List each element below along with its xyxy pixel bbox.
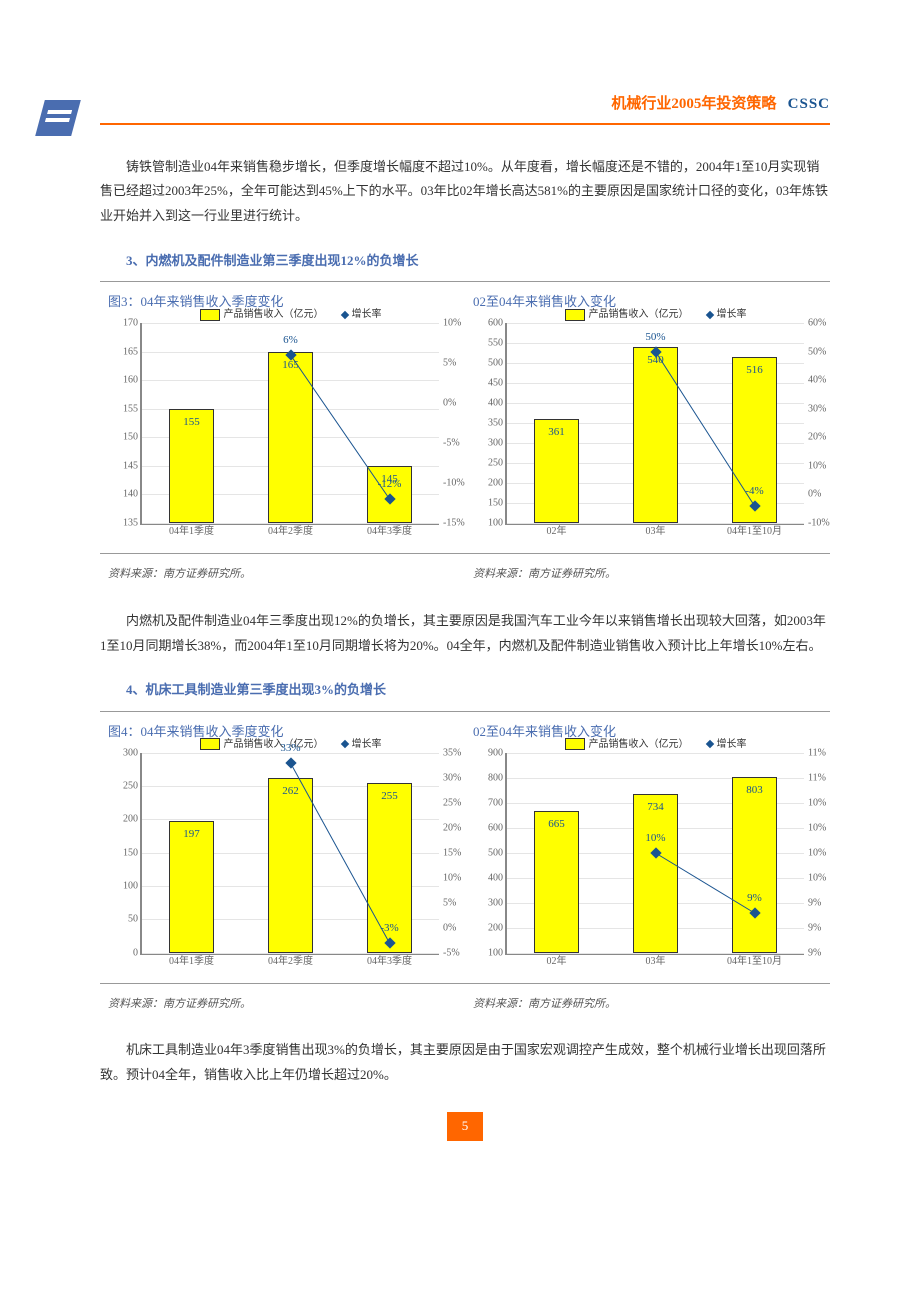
chart-4a: 图4：04年来销售收入季度变化 产品销售收入（亿元）增长率05010015020… xyxy=(100,716,465,983)
chart-3b: 02至04年来销售收入变化 产品销售收入（亿元）增长率1001502002503… xyxy=(465,286,830,553)
chart-3a-plot: 产品销售收入（亿元）增长率135140145150155160165170-15… xyxy=(140,323,439,525)
source-text: 资料来源：南方证券研究所。 xyxy=(465,990,830,1019)
figure-4-sources: 资料来源：南方证券研究所。 资料来源：南方证券研究所。 xyxy=(100,990,830,1019)
intro-paragraph: 铸铁管制造业04年来销售稳步增长，但季度增长幅度不超过10%。从年度看，增长幅度… xyxy=(100,155,830,229)
figure-3-sources: 资料来源：南方证券研究所。 资料来源：南方证券研究所。 xyxy=(100,560,830,589)
brand-text: CSSC xyxy=(788,96,830,112)
chart-4a-plot: 产品销售收入（亿元）增长率050100150200250300-5%0%5%10… xyxy=(140,753,439,955)
page-header: 机械行业2005年投资策略 CSSC xyxy=(100,90,830,125)
section-3-heading: 3、内燃机及配件制造业第三季度出现12%的负增长 xyxy=(100,249,830,274)
chart-3b-plot: 产品销售收入（亿元）增长率100150200250300350400450500… xyxy=(505,323,804,525)
chart-4b: 02至04年来销售收入变化 产品销售收入（亿元）增长率1002003004005… xyxy=(465,716,830,983)
page: 机械行业2005年投资策略 CSSC 铸铁管制造业04年来销售稳步增长，但季度增… xyxy=(0,0,920,1181)
chart-3a: 图3：04年来销售收入季度变化 产品销售收入（亿元）增长率13514014515… xyxy=(100,286,465,553)
section-4-paragraph: 机床工具制造业04年3季度销售出现3%的负增长，其主要原因是由于国家宏观调控产生… xyxy=(100,1038,830,1087)
section-4-heading: 4、机床工具制造业第三季度出现3%的负增长 xyxy=(100,678,830,703)
chart-4b-plot: 产品销售收入（亿元）增长率100200300400500600700800900… xyxy=(505,753,804,955)
section-3-paragraph: 内燃机及配件制造业04年三季度出现12%的负增长，其主要原因是我国汽车工业今年以… xyxy=(100,609,830,658)
figure-4-row: 图4：04年来销售收入季度变化 产品销售收入（亿元）增长率05010015020… xyxy=(100,711,830,984)
page-number: 5 xyxy=(447,1112,483,1141)
source-text: 资料来源：南方证券研究所。 xyxy=(100,990,465,1019)
report-title: 机械行业2005年投资策略 xyxy=(611,96,776,112)
figure-3-row: 图3：04年来销售收入季度变化 产品销售收入（亿元）增长率13514014515… xyxy=(100,281,830,554)
source-text: 资料来源：南方证券研究所。 xyxy=(465,560,830,589)
source-text: 资料来源：南方证券研究所。 xyxy=(100,560,465,589)
brand-logo-icon xyxy=(35,100,81,136)
